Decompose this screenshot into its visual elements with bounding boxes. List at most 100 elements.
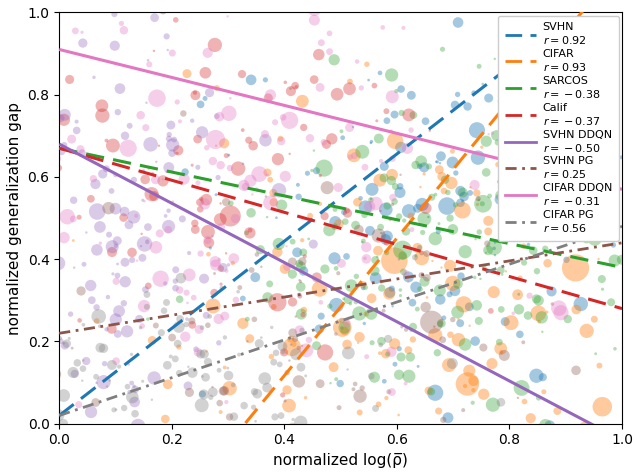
Point	[379, 378, 389, 385]
Point	[589, 235, 600, 243]
Point	[147, 337, 157, 344]
Point	[157, 6, 168, 13]
Point	[91, 373, 101, 380]
Point	[309, 16, 319, 24]
Point	[431, 158, 442, 165]
Point	[311, 167, 321, 174]
Point	[239, 181, 249, 189]
Point	[331, 265, 341, 272]
Point	[203, 49, 213, 57]
Point	[337, 134, 348, 142]
Point	[330, 255, 340, 262]
Point	[424, 387, 434, 394]
Point	[539, 388, 549, 396]
Point	[37, 380, 47, 387]
Point	[633, 346, 640, 353]
Point	[499, 352, 509, 359]
Point	[351, 221, 361, 229]
Point	[284, 357, 294, 364]
Point	[138, 196, 148, 204]
Point	[571, 306, 581, 314]
Point	[53, 411, 63, 419]
Point	[296, 278, 306, 285]
Point	[339, 295, 349, 303]
Point	[547, 173, 557, 180]
Point	[479, 390, 489, 398]
Point	[179, 425, 189, 432]
Point	[339, 209, 349, 216]
Point	[161, 212, 171, 220]
Point	[335, 380, 346, 387]
Point	[508, 91, 518, 99]
Point	[468, 377, 479, 385]
Point	[430, 332, 440, 339]
Point	[60, 111, 70, 119]
Point	[387, 93, 397, 101]
Point	[167, 334, 177, 342]
Point	[364, 203, 374, 210]
Point	[164, 164, 174, 171]
Point	[478, 344, 488, 352]
Point	[56, 337, 66, 345]
Point	[221, 249, 231, 257]
Point	[127, 393, 138, 401]
Point	[13, 118, 24, 125]
Point	[115, 85, 125, 93]
Point	[109, 406, 119, 414]
Point	[597, 285, 607, 293]
Point	[140, 286, 150, 294]
Point	[278, 391, 288, 399]
Point	[417, 200, 428, 208]
Point	[221, 198, 231, 206]
Point	[518, 242, 529, 250]
Point	[239, 402, 249, 409]
Point	[168, 198, 178, 206]
Point	[536, 146, 546, 154]
Point	[374, 135, 384, 142]
Point	[447, 159, 458, 166]
Point	[387, 171, 397, 179]
Point	[387, 285, 397, 293]
Point	[140, 176, 150, 183]
Point	[299, 306, 309, 314]
Point	[184, 249, 195, 257]
Point	[433, 407, 444, 415]
Point	[49, 311, 60, 319]
Point	[203, 322, 213, 329]
Point	[282, 242, 292, 250]
Point	[285, 335, 296, 343]
Point	[376, 223, 386, 231]
Point	[225, 413, 235, 421]
Point	[543, 214, 554, 222]
Point	[337, 127, 347, 135]
Point	[407, 299, 417, 306]
Point	[141, 303, 152, 311]
Point	[364, 76, 374, 84]
Point	[194, 325, 204, 333]
Point	[291, 313, 301, 320]
Point	[130, 410, 140, 418]
Point	[68, 237, 79, 244]
Point	[472, 126, 482, 134]
Point	[212, 113, 222, 120]
Point	[433, 228, 444, 236]
Point	[111, 242, 121, 250]
Point	[248, 403, 259, 411]
Point	[243, 338, 253, 345]
Point	[512, 158, 522, 166]
Point	[169, 136, 179, 143]
Point	[396, 143, 406, 151]
Point	[500, 318, 510, 325]
Point	[200, 95, 210, 102]
Point	[417, 271, 427, 279]
Point	[495, 97, 506, 105]
Point	[299, 124, 309, 131]
Point	[163, 223, 173, 230]
Point	[515, 331, 525, 338]
Point	[291, 83, 301, 91]
Point	[0, 175, 6, 182]
Point	[79, 260, 89, 268]
Point	[369, 82, 380, 89]
Point	[496, 348, 506, 356]
Point	[321, 425, 331, 432]
